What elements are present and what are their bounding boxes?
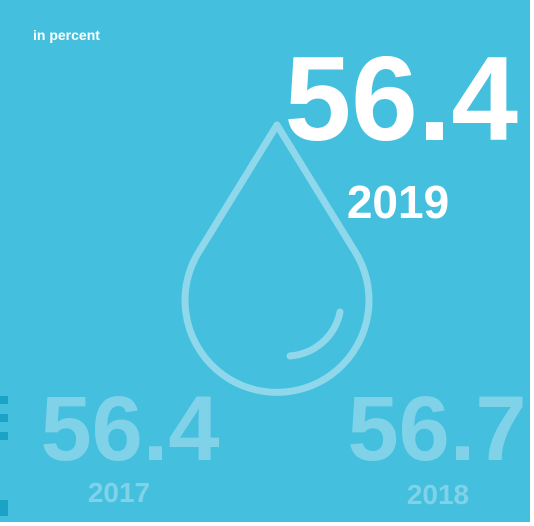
unit-label: in percent: [33, 27, 100, 43]
current-year: 2019: [347, 176, 449, 228]
previous-year: 2017: [88, 477, 150, 508]
current-value: 56.4: [284, 32, 518, 166]
drop-icon: [181, 121, 373, 396]
edge-marks: [0, 396, 8, 516]
previous-value: 56.4: [40, 378, 219, 480]
previous-year: 2018: [407, 479, 469, 510]
previous-value: 56.7: [347, 378, 526, 480]
